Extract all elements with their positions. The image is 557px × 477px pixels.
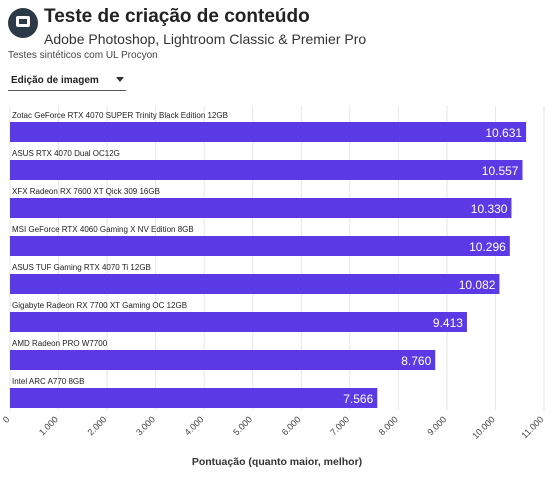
bar-value-label: 9.413 <box>433 316 463 330</box>
x-tick-label: 4.000 <box>183 414 206 437</box>
bar-value-label: 7.566 <box>343 392 373 406</box>
x-tick-label: 7.000 <box>328 414 351 437</box>
x-tick-label: 10.000 <box>470 414 497 441</box>
chevron-down-icon <box>116 77 124 82</box>
chart-subtitle: Adobe Photoshop, Lightroom Classic & Pre… <box>44 31 367 47</box>
source-note: Testes sintéticos com UL Procyon <box>8 50 158 61</box>
chart-header: Teste de criação de conteúdo Adobe Photo… <box>8 6 553 66</box>
bar-value-label: 8.760 <box>401 354 431 368</box>
bar <box>10 198 512 218</box>
bar <box>10 122 527 142</box>
dropdown-selected-label: Edição de imagem <box>11 75 99 86</box>
bar <box>10 312 467 332</box>
chat-bubble-logo-icon <box>8 8 38 38</box>
x-tick-label: 5.000 <box>231 414 254 437</box>
category-label: ASUS RTX 4070 Dual OC12G <box>12 149 120 158</box>
bar-value-label: 10.557 <box>482 164 519 178</box>
x-axis-label: Pontuação (quanto maior, melhor) <box>192 456 362 468</box>
test-category-dropdown[interactable]: Edição de imagem <box>8 70 126 91</box>
category-label: Zotac GeForce RTX 4070 SUPER Trinity Bla… <box>12 111 228 120</box>
category-label: Intel ARC A770 8GB <box>12 377 85 386</box>
bar-value-label: 10.330 <box>471 202 508 216</box>
bar <box>10 236 510 256</box>
category-label: XFX Radeon RX 7600 XT Qick 309 16GB <box>12 187 160 196</box>
x-tick-label: 11.000 <box>519 414 545 440</box>
bar-value-label: 10.631 <box>485 126 522 140</box>
bar <box>10 160 523 180</box>
bar <box>10 274 500 294</box>
category-label: ASUS TUF Gaming RTX 4070 Ti 12GB <box>12 263 151 272</box>
bar-value-label: 10.296 <box>469 240 506 254</box>
x-tick-label: 1.000 <box>37 414 60 437</box>
x-tick-label: 3.000 <box>134 414 157 437</box>
x-tick-label: 6.000 <box>280 414 303 437</box>
category-label: AMD Radeon PRO W7700 <box>12 339 108 348</box>
category-label: Gigabyte Radeon RX 7700 XT Gaming OC 12G… <box>12 301 187 310</box>
chart-title: Teste de criação de conteúdo <box>44 6 310 27</box>
bar <box>10 388 378 408</box>
bar <box>10 350 436 370</box>
x-tick-label: 2.000 <box>86 414 109 437</box>
category-label: MSI GeForce RTX 4060 Gaming X NV Edition… <box>12 225 194 234</box>
x-tick-label: 9.000 <box>425 414 448 437</box>
bar-value-label: 10.082 <box>459 278 496 292</box>
x-tick-label: 0 <box>1 414 12 425</box>
x-tick-label: 8.000 <box>377 414 400 437</box>
